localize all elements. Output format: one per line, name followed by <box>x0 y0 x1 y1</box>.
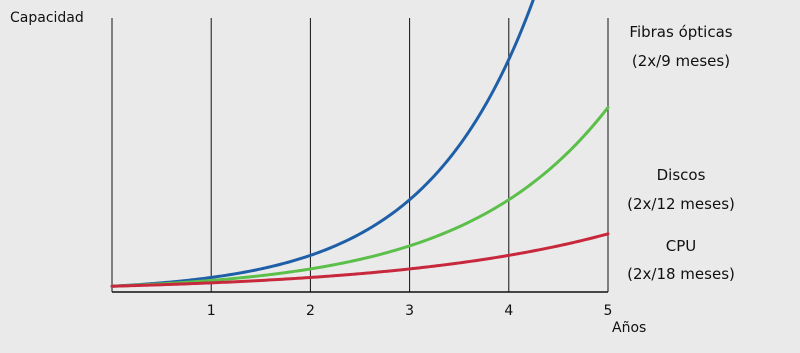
series-annotation-discos: (2x/12 meses) <box>627 195 735 213</box>
series-annotation-fibras-pticas: (2x/9 meses) <box>632 52 730 70</box>
series-name-discos: Discos <box>657 166 706 184</box>
series-name-cpu: CPU <box>666 237 697 255</box>
series-labels: Fibras ópticas (2x/9 meses) Discos (2x/12 m… <box>627 23 735 283</box>
gridlines <box>111 18 609 292</box>
x-tick-label-4: 4 <box>504 303 513 319</box>
series-name-fibras-pticas: Fibras ópticas <box>629 23 732 41</box>
x-tick-label-5: 5 <box>604 303 613 319</box>
x-tick-label-3: 3 <box>405 303 414 319</box>
y-axis-label: Capacidad <box>10 10 84 26</box>
x-tick-label-2: 2 <box>306 303 315 319</box>
series-lines <box>110 0 610 288</box>
x-tick-labels: 1 2 3 4 5 <box>207 303 613 319</box>
x-tick-label-1: 1 <box>207 303 216 319</box>
series-line-discos <box>110 105 610 288</box>
series-line-fibras-pticas <box>110 0 535 288</box>
series-annotation-cpu: (2x/18 meses) <box>627 265 735 283</box>
x-axis-label: Años <box>612 320 646 336</box>
series-line-cpu <box>110 232 610 288</box>
